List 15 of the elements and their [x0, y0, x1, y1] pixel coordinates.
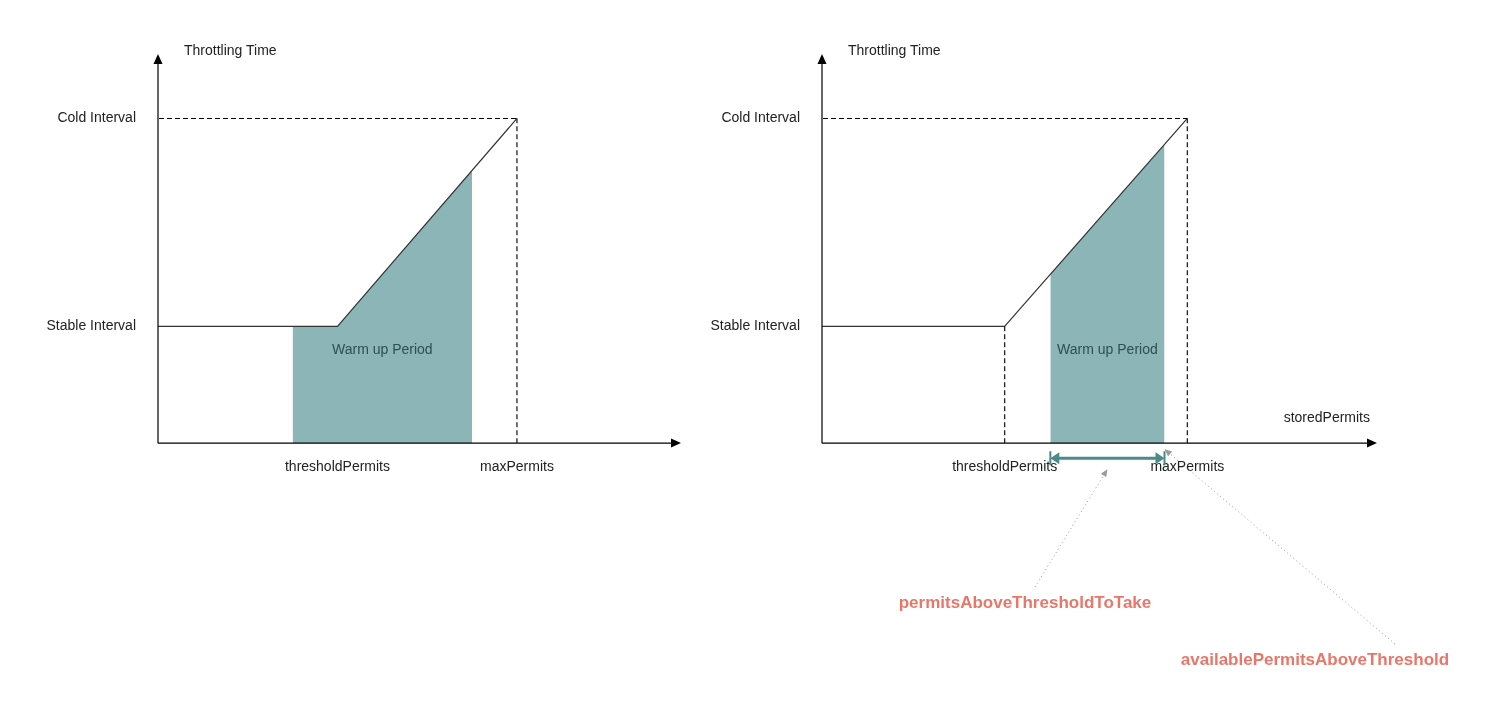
- y-axis-title: Throttling Time: [184, 41, 277, 58]
- x-axis-title: storedPermits: [1283, 409, 1370, 426]
- annotation: Warm up Period: [1057, 341, 1158, 358]
- y-axis-title: Throttling Time: [848, 41, 941, 58]
- text: Stable Interval: [710, 317, 800, 334]
- x-tick-label: maxPermits: [1150, 458, 1225, 475]
- x-tick-label: maxPermits: [480, 458, 554, 475]
- ref-line-label: Cold Interval: [721, 109, 800, 126]
- text: Stable Interval: [46, 317, 136, 334]
- text: availablePermitsAboveThreshold: [1180, 649, 1450, 669]
- ref-line-label: Cold Interval: [57, 109, 136, 126]
- x-tick-label: thresholdPermits: [284, 458, 390, 475]
- text: permitsAboveThresholdToTake: [898, 592, 1152, 612]
- annotation: Warm up Period: [332, 341, 433, 358]
- x-tick-label: thresholdPermits: [952, 458, 1058, 475]
